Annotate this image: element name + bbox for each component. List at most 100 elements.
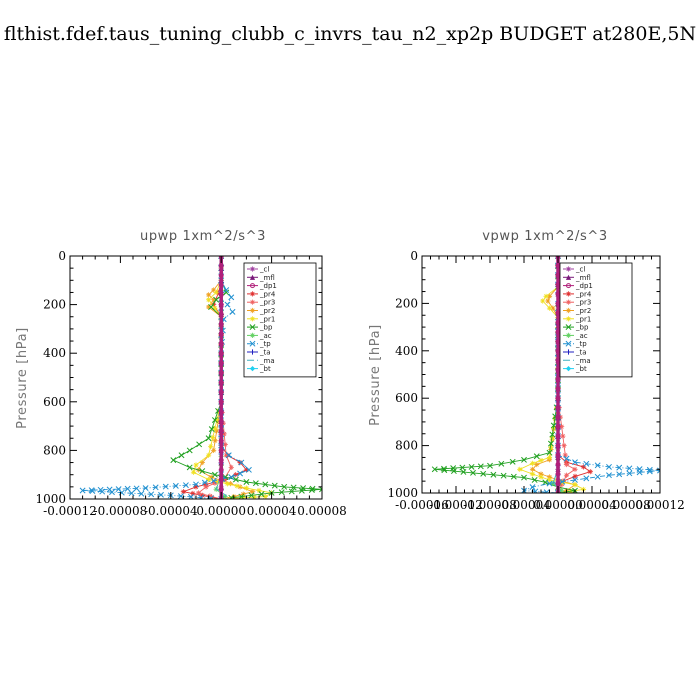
legend-marker [565,316,572,322]
data-point [626,465,633,472]
data-point [193,462,199,468]
data-point [148,491,155,498]
data-point [547,440,554,447]
data-point [203,484,209,490]
legend-item-ma: _ma [247,357,275,365]
data-point [228,494,235,499]
legend-label: _bt [259,365,271,373]
data-point [128,490,135,497]
x-tick-label: -0.00012 [429,498,483,512]
data-point [250,489,256,495]
data-point [555,386,561,392]
data-point [214,417,220,423]
series-dp1 [555,256,561,493]
data-point [218,331,224,337]
panel-vpwp: vpwp 1xm^2/s^3 Pressure [hPa] 0 200 400 600… [368,229,685,512]
legend-marker [565,332,572,338]
data-point [214,428,220,434]
data-point [529,471,536,477]
legend-item-dp1: _dp1 [563,282,593,290]
data-point [460,469,467,475]
legend-marker [249,340,256,347]
legend-item-tp: _tp [563,340,587,348]
data-point [133,485,140,492]
data-point [646,468,653,475]
y-tick-label: 200 [395,296,418,310]
data-point [243,467,249,473]
data-point [186,464,193,471]
data-point [545,298,551,304]
data-point [308,487,315,493]
data-point [555,462,561,468]
legend-label: _cl [575,266,585,274]
data-point [555,433,561,439]
data-point [138,490,145,497]
data-point [190,490,196,497]
data-point [534,461,540,468]
data-point [227,481,234,487]
data-point [490,471,497,478]
data-point [616,471,623,478]
x-tick-label: 0.00000 [196,504,246,518]
data-point [450,468,457,475]
legend-item-pr3: _pr3 [247,299,275,307]
data-point [262,481,269,488]
y-tick-label: 800 [395,439,418,453]
legend-marker [249,316,256,322]
data-point [218,350,224,356]
data-point [237,459,243,466]
data-point [546,293,553,299]
x-tick-label: -0.00004 [144,504,198,518]
legend-label: _pr1 [575,315,591,323]
data-point [211,297,217,303]
data-point [555,376,561,382]
data-point [546,454,553,461]
data-point [211,287,217,293]
data-point [89,488,96,494]
data-point [215,479,221,485]
data-point [79,487,86,494]
data-point [218,302,224,308]
data-point [517,466,523,472]
legend-marker [249,366,256,372]
data-point [162,483,169,490]
legend-label: _mfl [575,274,591,282]
data-point [594,462,601,469]
data-point [206,476,212,483]
legend-marker [249,307,256,314]
panel-title: vpwp 1xm^2/s^3 [482,229,607,244]
data-point [583,460,590,467]
legend-marker [565,340,572,347]
y-tick-label: 1000 [35,492,66,506]
data-point [213,296,220,303]
data-point [218,409,224,415]
legend-marker [249,332,256,338]
data-point [212,480,218,486]
data-point [218,418,224,424]
data-point [550,422,557,429]
data-point [572,482,578,488]
data-point [243,485,249,491]
data-point [208,426,215,433]
data-point [563,461,570,468]
data-point [561,443,567,449]
legend-label: _ta [575,349,587,357]
data-point [580,486,587,493]
data-point [540,298,546,304]
y-tick-label: 800 [43,443,66,457]
data-point [550,480,556,487]
legend: _cl_mfl_dp1_pr4_pr3_pr2_pr1_bp_ac_tp_ta_… [243,262,317,378]
y-tick-label: 0 [58,249,66,263]
data-point [208,474,214,480]
series-dp1 [218,256,224,499]
data-point [271,482,278,489]
data-point [152,484,159,491]
legend-marker [565,299,572,305]
legend-item-bt: _bt [563,365,587,373]
data-point [477,463,484,470]
data-point [218,370,224,376]
data-point [196,441,203,448]
data-point [555,405,561,411]
data-point [550,305,556,311]
data-point [211,447,217,453]
